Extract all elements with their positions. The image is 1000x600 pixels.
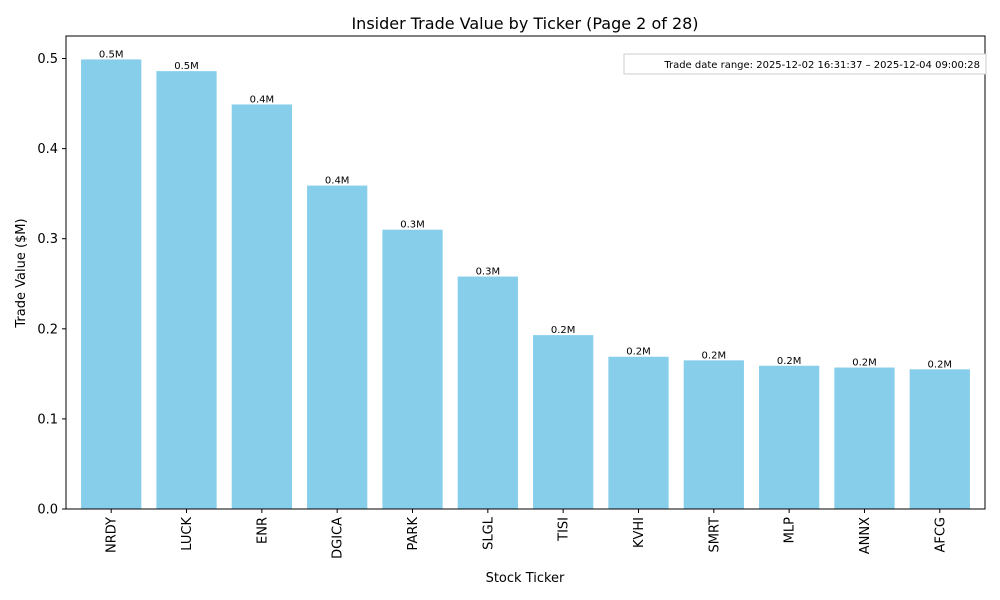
- bar-value-label: 0.2M: [928, 359, 953, 370]
- x-tick-label: KVHI: [632, 517, 647, 548]
- x-tick-label: DGICA: [331, 517, 346, 559]
- x-tick-label: AFCG: [933, 517, 948, 553]
- x-axis-label: Stock Ticker: [486, 571, 565, 586]
- bar-labels-group: 0.5M 0.5M 0.4M 0.4M 0.3M 0.3M 0.2M 0.2M 0.2M 0.2M…: [99, 49, 952, 370]
- x-tick-label: NRDY: [105, 517, 120, 553]
- x-axis: NRDY LUCK ENR DGICA PARK SLGL TISI KVHI SMRT MLP A…: [105, 509, 948, 559]
- x-tick-label: TISI: [557, 517, 572, 542]
- date-range-annotation: Trade date range: 2025-12-02 16:31:37 – …: [623, 53, 987, 75]
- bar-value-label: 0.2M: [777, 356, 802, 367]
- bar-value-label: 0.2M: [626, 347, 651, 358]
- bar-value-label: 0.3M: [400, 220, 425, 231]
- y-tick-label: 0.2: [37, 322, 58, 337]
- x-tick-label: ANNX: [858, 517, 873, 554]
- chart-title: Insider Trade Value by Ticker (Page 2 of…: [351, 14, 698, 33]
- bar-luck: [156, 71, 217, 509]
- bar-annx: [834, 367, 895, 509]
- bar-value-label: 0.2M: [852, 358, 877, 369]
- bar-dgica: [307, 185, 368, 509]
- bar-slgl: [457, 276, 518, 509]
- bar-value-label: 0.5M: [99, 49, 124, 60]
- bar-tisi: [533, 335, 594, 509]
- y-tick-label: 0.5: [37, 52, 58, 67]
- bar-value-label: 0.3M: [476, 267, 501, 278]
- plot-frame: [65, 35, 986, 510]
- bar-value-label: 0.2M: [551, 325, 576, 336]
- bar-value-label: 0.5M: [174, 61, 199, 72]
- x-tick-label: ENR: [255, 517, 270, 544]
- bar-afcg: [909, 369, 970, 509]
- bars-group: [81, 59, 970, 510]
- bar-mlp: [759, 365, 820, 509]
- bar-value-label: 0.2M: [702, 350, 727, 361]
- x-tick-label: PARK: [406, 517, 421, 551]
- x-tick-label: LUCK: [180, 517, 195, 551]
- x-tick-label: MLP: [783, 517, 798, 543]
- bar-value-label: 0.4M: [250, 94, 275, 105]
- bar-value-label: 0.4M: [325, 176, 350, 187]
- y-axis: 0.0 0.1 0.2 0.3 0.4 0.5: [37, 52, 66, 518]
- annotation-box: [623, 53, 987, 75]
- bar-nrdy: [81, 59, 142, 510]
- y-tick-label: 0.3: [37, 232, 58, 247]
- y-tick-label: 0.4: [37, 142, 58, 157]
- bar-park: [382, 229, 443, 509]
- annotation-text: Trade date range: 2025-12-02 16:31:37 – …: [663, 60, 980, 71]
- bar-smrt: [683, 360, 744, 509]
- bar-kvhi: [608, 356, 669, 509]
- y-tick-label: 0.0: [37, 503, 58, 518]
- x-tick-label: SMRT: [707, 517, 722, 553]
- bar-enr: [231, 104, 292, 509]
- x-tick-label: SLGL: [481, 516, 496, 550]
- y-tick-label: 0.1: [37, 412, 58, 427]
- y-axis-label: Trade Value ($M): [14, 218, 29, 328]
